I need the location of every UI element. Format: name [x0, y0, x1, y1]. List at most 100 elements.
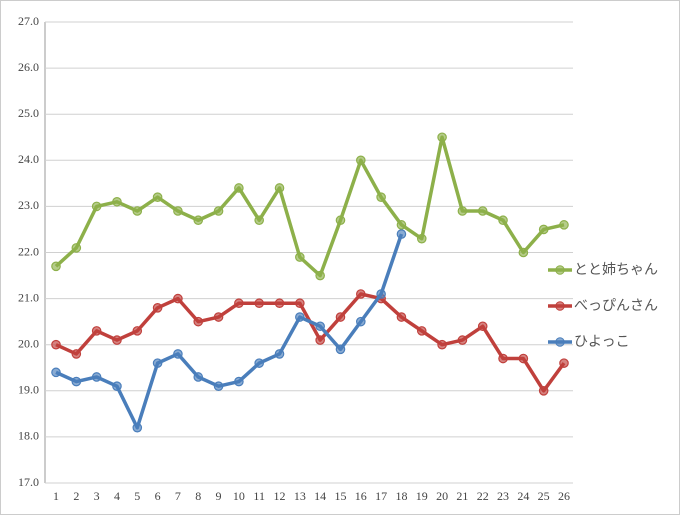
x-tick-label: 9 — [216, 489, 222, 503]
x-tick-label: 22 — [477, 489, 489, 503]
point — [213, 206, 224, 216]
x-tick-label: 16 — [355, 489, 367, 503]
point — [416, 326, 427, 336]
point — [193, 215, 204, 226]
x-tick-label: 5 — [134, 489, 140, 503]
x-tick-label: 4 — [114, 489, 120, 503]
point — [396, 220, 407, 230]
point — [559, 220, 569, 230]
point — [559, 358, 569, 368]
y-tick-label: 25.0 — [18, 106, 39, 120]
x-tick-label: 3 — [94, 489, 100, 503]
y-tick-label: 24.0 — [18, 152, 39, 166]
point — [91, 372, 102, 382]
point — [295, 252, 305, 262]
point — [254, 358, 265, 368]
y-tick-label: 22.0 — [18, 244, 39, 258]
point — [213, 381, 224, 391]
point — [335, 312, 346, 322]
point — [498, 353, 508, 364]
point — [254, 215, 265, 226]
point — [498, 215, 508, 226]
x-tick-label: 10 — [233, 489, 245, 503]
point — [132, 422, 143, 433]
x-tick-label: 13 — [294, 489, 306, 503]
point — [152, 358, 163, 368]
point — [234, 183, 244, 193]
point — [112, 335, 122, 345]
point — [396, 312, 407, 322]
x-tick-label: 2 — [73, 489, 79, 503]
point — [112, 196, 122, 207]
point — [335, 344, 346, 355]
point — [437, 132, 447, 143]
point — [71, 243, 82, 253]
legend-label: べっぴんさん — [574, 298, 658, 314]
point — [538, 224, 549, 235]
point — [315, 335, 325, 345]
y-tick-label: 18.0 — [18, 429, 39, 443]
point — [355, 316, 366, 327]
point — [457, 206, 468, 216]
point — [274, 298, 285, 309]
point — [376, 289, 386, 299]
x-tick-label: 7 — [175, 489, 181, 503]
y-tick-label: 17.0 — [18, 475, 39, 489]
y-tick-label: 20.0 — [18, 336, 39, 350]
point — [152, 192, 163, 202]
legend-label: ひよっこ — [574, 334, 630, 350]
point — [457, 335, 468, 345]
y-tick-label: 26.0 — [18, 60, 39, 74]
legend-marker — [555, 301, 565, 311]
point — [51, 367, 61, 378]
legend-label: とと姉ちゃん — [574, 262, 658, 278]
point — [91, 326, 102, 336]
point — [173, 206, 183, 216]
point — [477, 206, 488, 216]
x-tick-label: 24 — [517, 489, 529, 503]
x-tick-label: 8 — [195, 489, 201, 503]
point — [193, 316, 204, 327]
point — [112, 381, 122, 391]
point — [274, 183, 285, 193]
point — [355, 155, 366, 166]
x-tick-label: 12 — [274, 489, 286, 503]
point — [295, 312, 305, 322]
x-tick-label: 25 — [538, 489, 550, 503]
point — [315, 321, 325, 332]
point — [254, 298, 265, 309]
x-tick-label: 6 — [155, 489, 161, 503]
x-tick-label: 1 — [53, 489, 59, 503]
point — [538, 385, 549, 396]
x-tick-label: 20 — [436, 489, 448, 503]
point — [173, 293, 183, 304]
point — [173, 349, 183, 359]
point — [193, 372, 204, 382]
y-tick-label: 27.0 — [18, 14, 39, 28]
legend-marker — [555, 265, 565, 275]
point — [51, 339, 61, 350]
x-tick-label: 26 — [558, 489, 570, 503]
point — [518, 247, 529, 258]
x-tick-label: 14 — [314, 489, 326, 503]
point — [355, 289, 366, 299]
point — [335, 215, 346, 226]
point — [477, 321, 488, 332]
point — [152, 303, 163, 313]
point — [234, 376, 244, 387]
point — [132, 206, 143, 216]
point — [71, 376, 82, 387]
point — [71, 349, 82, 359]
point — [396, 229, 407, 239]
point — [234, 298, 244, 309]
x-tick-label: 15 — [334, 489, 346, 503]
point — [51, 261, 61, 272]
point — [518, 353, 529, 364]
x-tick-label: 18 — [395, 489, 407, 503]
point — [274, 349, 285, 359]
point — [315, 270, 325, 281]
point — [437, 339, 447, 350]
point — [132, 326, 143, 336]
